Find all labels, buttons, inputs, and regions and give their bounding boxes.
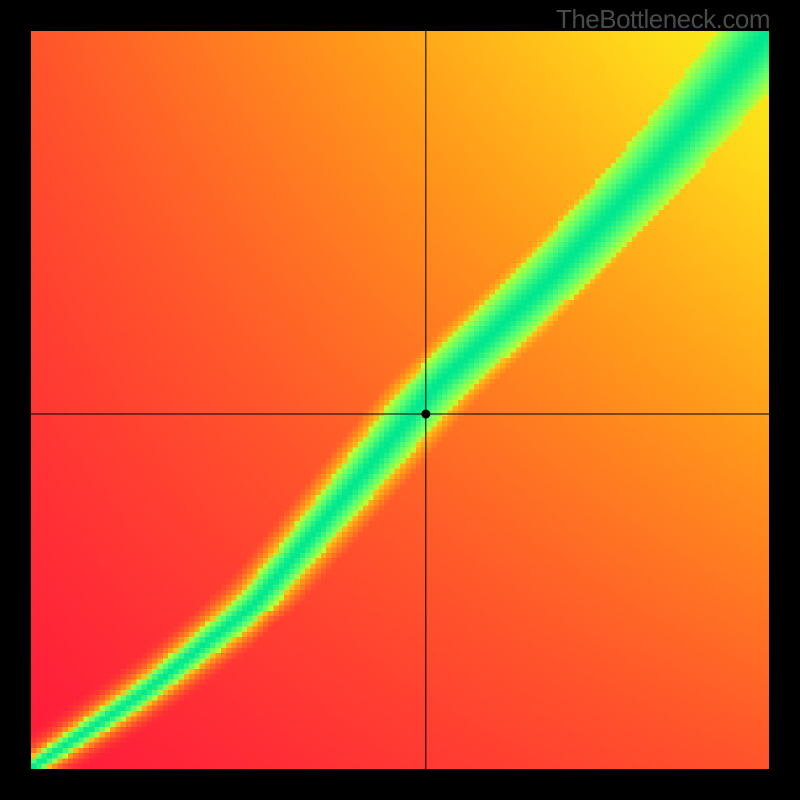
watermark-text: TheBottleneck.com	[556, 4, 770, 35]
heatmap-canvas	[31, 31, 769, 769]
chart-container: TheBottleneck.com	[0, 0, 800, 800]
